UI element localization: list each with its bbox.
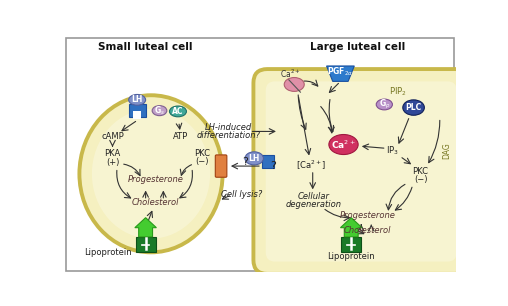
- FancyBboxPatch shape: [262, 155, 274, 168]
- Text: PIP$_2$: PIP$_2$: [389, 86, 406, 99]
- Ellipse shape: [245, 152, 264, 165]
- Text: [Ca$^{2+}$]: [Ca$^{2+}$]: [296, 159, 326, 172]
- Text: degeneration: degeneration: [285, 200, 341, 209]
- Text: LH: LH: [132, 95, 143, 104]
- Text: G$_p$: G$_p$: [378, 98, 390, 111]
- Text: (+): (+): [106, 158, 119, 167]
- Ellipse shape: [79, 95, 223, 252]
- FancyBboxPatch shape: [215, 155, 227, 177]
- Ellipse shape: [403, 100, 424, 115]
- Text: Lipoprotein: Lipoprotein: [327, 252, 375, 261]
- Text: (−): (−): [414, 175, 427, 184]
- Text: ?: ?: [270, 161, 276, 171]
- Text: LH: LH: [248, 154, 260, 163]
- FancyBboxPatch shape: [67, 38, 454, 271]
- Ellipse shape: [329, 135, 358, 155]
- Polygon shape: [327, 66, 354, 81]
- Text: Cholesterol: Cholesterol: [132, 198, 179, 207]
- Text: Large luteal cell: Large luteal cell: [310, 42, 405, 52]
- Text: G$_s$: G$_s$: [154, 104, 165, 117]
- Text: Cell lysis?: Cell lysis?: [221, 190, 263, 199]
- Text: Ca$^{2+}$: Ca$^{2+}$: [280, 68, 301, 80]
- Ellipse shape: [170, 106, 186, 117]
- Text: ?: ?: [242, 157, 248, 167]
- Text: Progesterone: Progesterone: [128, 175, 183, 185]
- Text: Cholesterol: Cholesterol: [343, 226, 391, 235]
- FancyBboxPatch shape: [133, 111, 141, 119]
- Text: PKC: PKC: [194, 149, 210, 158]
- FancyBboxPatch shape: [253, 69, 469, 274]
- Text: AC: AC: [172, 107, 184, 116]
- Ellipse shape: [129, 95, 146, 105]
- Ellipse shape: [284, 77, 304, 91]
- FancyBboxPatch shape: [136, 237, 155, 252]
- Text: (−): (−): [195, 157, 209, 166]
- Text: Lipoprotein: Lipoprotein: [84, 248, 132, 257]
- Text: LH-induced: LH-induced: [205, 123, 252, 132]
- Text: PKA: PKA: [104, 149, 120, 158]
- Polygon shape: [340, 218, 362, 237]
- Ellipse shape: [92, 109, 210, 239]
- Text: Cellular: Cellular: [298, 192, 330, 201]
- Text: differentiation?: differentiation?: [197, 131, 261, 140]
- Text: PLC: PLC: [405, 103, 422, 112]
- Text: cAMP: cAMP: [101, 132, 124, 141]
- Text: ATP: ATP: [173, 132, 188, 141]
- Polygon shape: [135, 218, 156, 237]
- FancyBboxPatch shape: [129, 104, 146, 117]
- Text: IP$_3$: IP$_3$: [386, 144, 398, 157]
- FancyBboxPatch shape: [266, 81, 457, 262]
- Text: Small luteal cell: Small luteal cell: [99, 42, 193, 52]
- Ellipse shape: [152, 106, 167, 116]
- Text: DAG: DAG: [442, 142, 451, 159]
- Text: Progesterone: Progesterone: [339, 211, 395, 220]
- Ellipse shape: [376, 99, 392, 110]
- Text: PGF$_{2α}$: PGF$_{2α}$: [328, 66, 354, 78]
- Text: PKC: PKC: [412, 167, 429, 176]
- Text: Ca$^{2+}$: Ca$^{2+}$: [331, 138, 356, 151]
- FancyBboxPatch shape: [341, 237, 361, 252]
